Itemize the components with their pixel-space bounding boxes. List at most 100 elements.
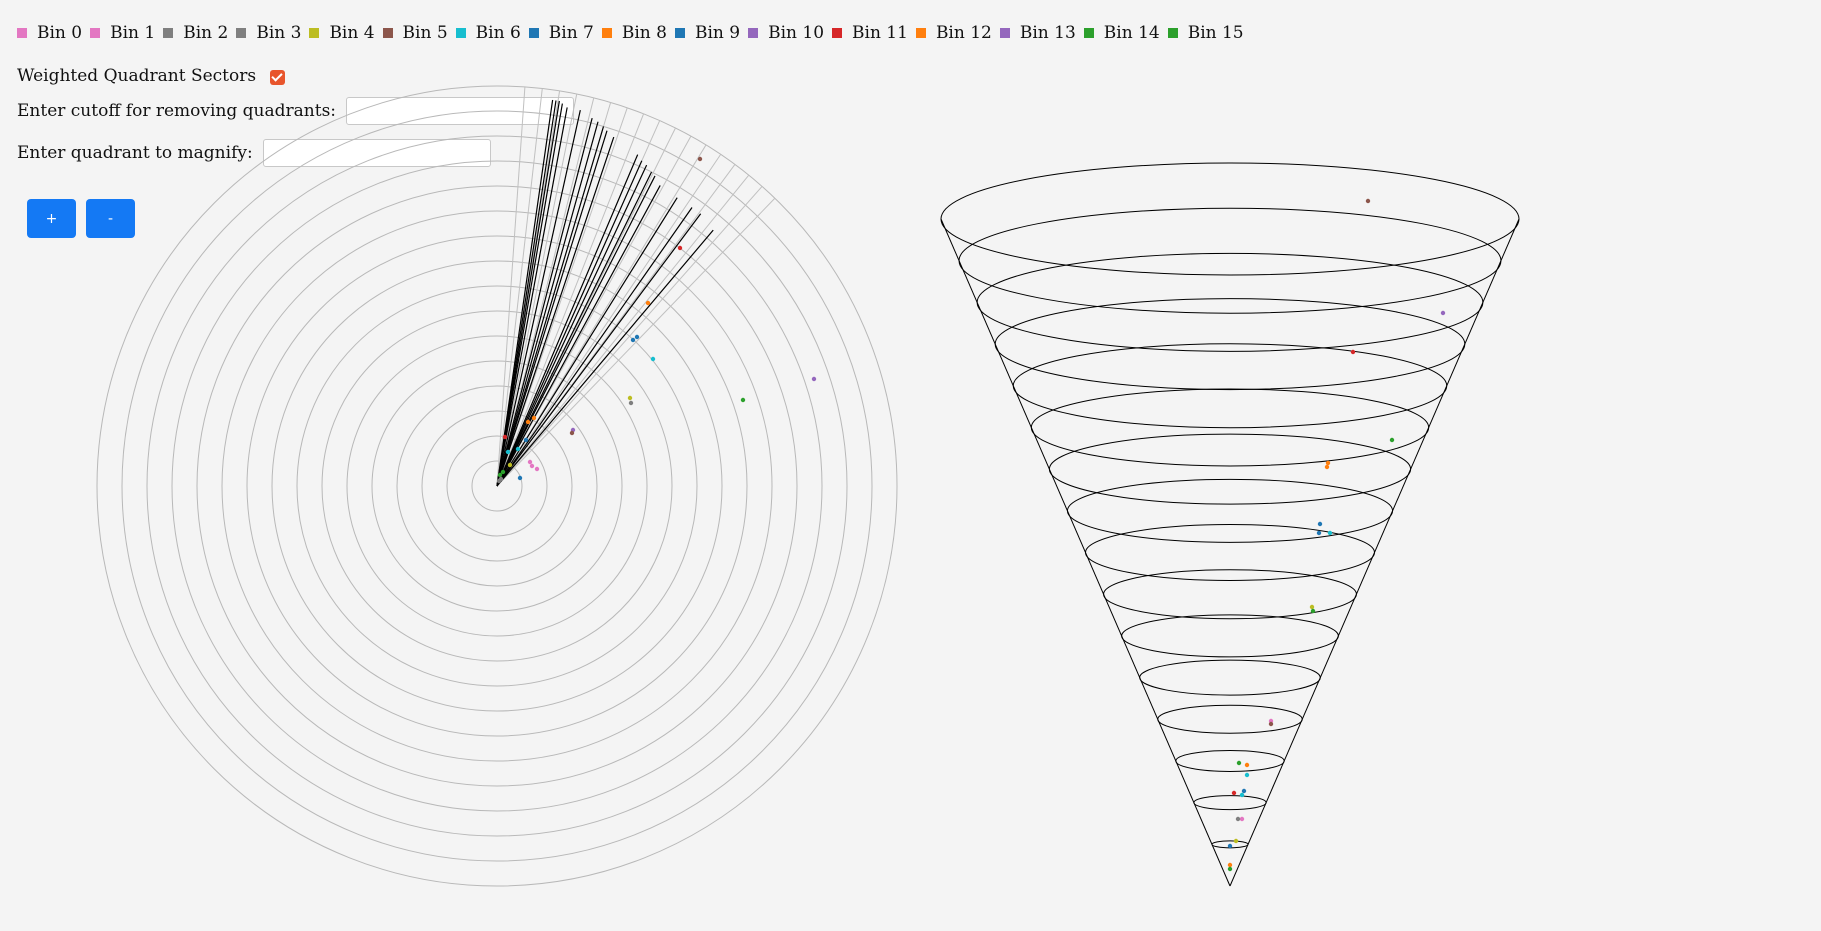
quadrant-sector-line xyxy=(496,229,714,487)
quadrant-sector-line xyxy=(496,126,605,487)
legend-label: Bin 9 xyxy=(694,23,741,43)
data-point xyxy=(1244,762,1250,768)
data-point xyxy=(1233,838,1239,844)
data-point xyxy=(1227,866,1233,872)
weighted-sectors-row: Weighted Quadrant Sectors xyxy=(17,66,286,86)
legend-label: Bin 6 xyxy=(475,23,521,43)
legend-swatch xyxy=(1083,28,1094,38)
legend-swatch xyxy=(309,28,320,38)
legend-swatch xyxy=(674,28,685,38)
grid-ring xyxy=(396,385,598,587)
magnify-input[interactable] xyxy=(262,139,491,167)
data-point xyxy=(1327,530,1333,536)
data-point xyxy=(1227,862,1233,868)
legend-item: Bin 11 xyxy=(832,23,908,43)
legend-label: Bin 12 xyxy=(935,23,992,43)
quadrant-sector-line xyxy=(496,154,639,487)
quadrant-sector-line xyxy=(496,117,593,487)
weighted-sectors-label: Weighted Quadrant Sectors xyxy=(17,66,257,86)
data-point xyxy=(523,437,529,443)
cutoff-input[interactable] xyxy=(346,97,575,125)
quadrant-sector-line xyxy=(496,160,643,487)
data-point xyxy=(497,472,503,478)
zoom-out-button[interactable]: - xyxy=(86,199,135,238)
grid-ring xyxy=(196,185,798,787)
data-point xyxy=(1440,310,1446,316)
data-point xyxy=(1244,772,1250,778)
sector-boundary xyxy=(496,88,543,487)
data-point xyxy=(505,449,511,455)
data-point xyxy=(1317,521,1323,527)
legend-item: Bin 1 xyxy=(90,23,155,43)
legend: Bin 0 Bin 1 Bin 2 Bin 3 Bin 4 Bin 5 Bin 6 Bin 7… xyxy=(17,22,1252,44)
cone-ring xyxy=(1157,704,1303,734)
cone-3d-plot[interactable] xyxy=(940,162,1520,887)
legend-swatch xyxy=(163,28,174,38)
legend-swatch xyxy=(236,28,247,38)
cone-ring xyxy=(1139,659,1321,696)
data-point xyxy=(569,430,575,436)
quadrant-sector-line xyxy=(496,197,678,487)
legend-swatch xyxy=(382,28,393,38)
legend-swatch xyxy=(601,28,612,38)
cone-ring xyxy=(1121,614,1339,658)
cone-ring xyxy=(940,162,1520,276)
cone-ring xyxy=(1175,749,1285,772)
legend-label: Bin 15 xyxy=(1187,23,1244,43)
grid-ring xyxy=(96,85,898,887)
quadrant-sector-line xyxy=(496,185,661,487)
grid-ring xyxy=(121,110,873,862)
grid-ring xyxy=(296,285,698,687)
sector-boundary xyxy=(496,113,645,487)
zoom-in-button[interactable]: + xyxy=(27,199,76,238)
data-point xyxy=(1389,437,1395,443)
grid-ring xyxy=(146,135,848,837)
quadrant-sector-line xyxy=(496,136,615,487)
grid-ring xyxy=(446,435,548,537)
data-point xyxy=(1309,604,1315,610)
legend-item: Bin 13 xyxy=(999,23,1076,43)
data-point xyxy=(507,462,513,468)
data-point xyxy=(500,469,506,475)
legend-label: Bin 8 xyxy=(621,23,667,43)
legend-label: Bin 5 xyxy=(402,23,448,43)
legend-swatch xyxy=(17,28,27,38)
quadrant-sector-line xyxy=(496,121,599,487)
cone-ring xyxy=(1103,569,1357,620)
weighted-sectors-checkbox[interactable] xyxy=(270,69,286,85)
sector-boundary xyxy=(496,154,722,487)
sector-boundary xyxy=(496,86,526,487)
legend-swatch xyxy=(90,28,101,38)
data-point xyxy=(677,245,683,251)
cone-ring xyxy=(1012,343,1448,429)
quadrant-sector-line xyxy=(496,175,656,487)
sector-boundary xyxy=(496,186,763,487)
sector-boundary xyxy=(496,174,750,487)
data-point xyxy=(811,376,817,382)
legend-label: Bin 4 xyxy=(329,23,375,43)
cone-edge-right xyxy=(1229,218,1520,887)
data-point xyxy=(517,475,523,481)
legend-swatch xyxy=(528,28,539,38)
legend-item: Bin 8 xyxy=(601,23,667,43)
data-point xyxy=(645,300,651,306)
legend-item: Bin 14 xyxy=(1083,23,1160,43)
data-point xyxy=(630,337,636,343)
data-point xyxy=(502,434,508,440)
legend-label: Bin 7 xyxy=(548,23,594,43)
grid-ring xyxy=(221,210,773,762)
quadrant-sector-line xyxy=(496,103,563,487)
grid-ring xyxy=(421,410,573,562)
data-point xyxy=(1324,464,1330,470)
polar-quadrant-plot[interactable] xyxy=(96,85,898,887)
legend-item: Bin 12 xyxy=(915,23,992,43)
magnify-row: Enter quadrant to magnify: xyxy=(17,139,491,167)
cutoff-label: Enter cutoff for removing quadrants: xyxy=(17,101,337,121)
data-point xyxy=(627,395,633,401)
grid-ring xyxy=(371,360,623,612)
data-point xyxy=(1268,721,1274,727)
legend-swatch xyxy=(455,28,466,38)
data-point xyxy=(628,400,634,406)
legend-label: Bin 1 xyxy=(110,23,156,43)
legend-item: Bin 3 xyxy=(236,23,301,43)
